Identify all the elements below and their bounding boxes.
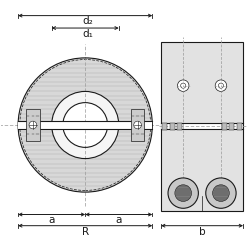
- Circle shape: [63, 102, 108, 147]
- Circle shape: [18, 58, 152, 192]
- Circle shape: [134, 121, 141, 129]
- Text: a: a: [116, 215, 122, 225]
- Circle shape: [63, 102, 108, 147]
- Circle shape: [175, 185, 192, 202]
- Circle shape: [180, 83, 186, 88]
- Text: R: R: [82, 227, 89, 237]
- Circle shape: [178, 80, 189, 92]
- Text: a: a: [48, 215, 55, 225]
- Bar: [131, 109, 144, 141]
- Circle shape: [52, 92, 119, 158]
- Text: b: b: [199, 227, 205, 237]
- Circle shape: [215, 80, 227, 92]
- Bar: [26, 109, 40, 141]
- Circle shape: [218, 83, 224, 88]
- Circle shape: [29, 121, 37, 129]
- Text: d₂: d₂: [82, 16, 93, 26]
- Circle shape: [168, 178, 198, 208]
- Bar: [161, 42, 243, 211]
- Text: d₁: d₁: [82, 28, 93, 38]
- Circle shape: [212, 185, 229, 202]
- Circle shape: [206, 178, 236, 208]
